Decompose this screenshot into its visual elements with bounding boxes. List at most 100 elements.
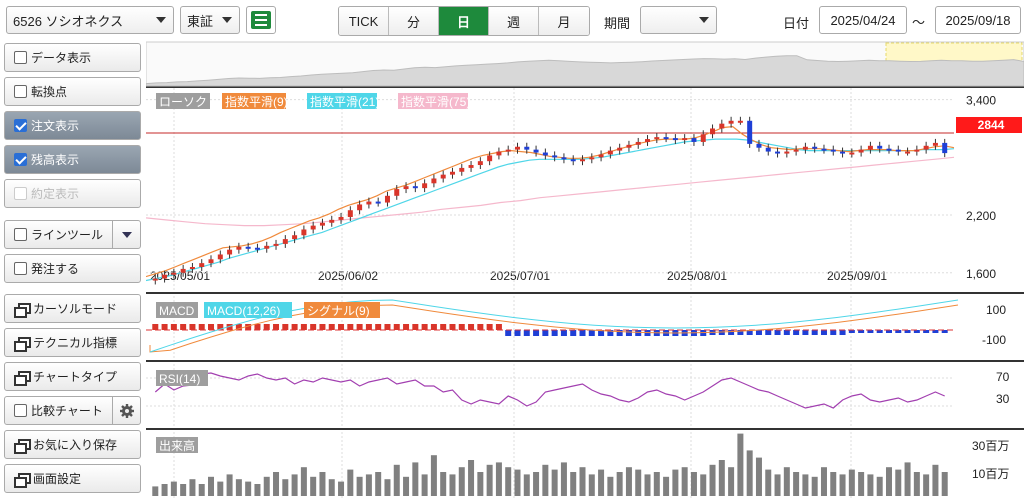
candle-body [189,266,195,269]
checkbox-icon [14,404,27,417]
sidebar-item-label: カーソルモード [33,302,118,316]
volume-bar [607,476,614,496]
sidebar-item-12[interactable]: 画面設定 [4,464,141,493]
macd-histogram-bar [542,330,549,336]
sidebar-item-9[interactable]: チャートタイプ [4,362,141,391]
candle-body [236,246,242,250]
candle-body [932,142,938,146]
sidebar-item-label: 残高表示 [31,153,80,167]
macd-histogram-bar [505,330,512,336]
list-button[interactable] [246,6,276,34]
macd-histogram-bar [338,324,345,330]
volume-bar [533,472,540,496]
candle-body [329,219,335,223]
ema-21-line [145,138,955,282]
volume-bar [468,460,475,496]
macd-histogram-bar [282,324,289,330]
rsi-axis-label: 70 [996,370,1010,384]
checkbox-icon [14,119,27,132]
candle-body [710,128,716,135]
macd-histogram-bar [923,330,930,333]
date-from-input[interactable]: 2025/04/24 [819,6,907,34]
legend-label: ローソク [159,95,207,109]
sidebar-item-3[interactable]: 残高表示 [4,145,141,174]
tab-month[interactable]: 月 [539,7,589,35]
stock-chart[interactable]: 2025/05/01 2025/06/02 2025/07/01 2025/08/01… [145,40,1024,498]
symbol-select[interactable]: 6526 ソシオネクス [6,6,174,34]
macd-histogram-bar [310,324,317,330]
tab-week[interactable]: 週 [489,7,539,35]
date-to-input[interactable]: 2025/09/18 [935,6,1021,34]
legend-label: 指数平滑(9) [225,94,288,109]
sidebar-item-10[interactable]: 比較チャート [4,396,141,425]
macd-histogram-bar [468,324,475,330]
macd-histogram-bar [820,330,827,335]
candle-body [849,152,855,155]
volume-bar [551,469,558,496]
candle-body [784,151,790,154]
macd-histogram-bar [941,330,948,333]
macd-histogram-bar [783,330,790,335]
market-select[interactable]: 東証 [180,6,240,34]
macd-histogram-bar [830,330,837,335]
candle-body [635,141,641,145]
macd-histogram-bar [421,324,428,330]
candle-body [505,149,511,152]
sidebar-item-5[interactable]: ラインツール [4,220,141,249]
period-select[interactable] [640,6,717,34]
volume-bar [793,472,800,496]
tab-minute[interactable]: 分 [389,7,439,35]
sidebar-item-label: 転換点 [31,85,68,99]
volume-bar [885,467,892,496]
sidebar-item-2[interactable]: 注文表示 [4,111,141,140]
volume-bar [291,474,298,496]
volume-bar [375,472,382,496]
macd-histogram-bar [226,324,233,330]
candle-body [487,155,493,162]
sidebar-item-7[interactable]: カーソルモード [4,294,141,323]
candle-body [737,120,743,123]
gear-icon[interactable] [112,397,140,424]
volume-bar [235,479,242,496]
macd-histogram-bar [737,330,744,335]
candle-body [840,151,846,154]
window-icon [14,336,31,352]
macd-histogram-bar [300,324,307,330]
candle-body [654,137,660,140]
sidebar-item-8[interactable]: テクニカル指標 [4,328,141,357]
window-icon [14,472,31,488]
macd-histogram-bar [198,324,205,330]
volume-bar [245,481,252,496]
macd-histogram-bar [858,330,865,333]
volume-bar [319,472,326,496]
sidebar-item-6[interactable]: 発注する [4,254,141,283]
symbol-value: 6526 ソシオネクス [13,13,124,29]
macd-histogram-bar [802,330,809,335]
macd-histogram-bar [625,330,632,336]
sidebar-item-0[interactable]: データ表示 [4,43,141,72]
macd-histogram-bar [533,330,540,336]
market-value: 東証 [187,13,214,29]
candle-body [700,134,706,142]
volume-bar [923,474,930,496]
volume-bar [858,472,865,496]
chevron-down-icon[interactable] [112,221,140,248]
legend-chip [156,302,198,318]
candle-body [552,155,558,158]
volume-bar [300,467,307,496]
tab-tick[interactable]: TICK [339,7,389,35]
sidebar-item-1[interactable]: 転換点 [4,77,141,106]
tab-day[interactable]: 日 [439,7,489,35]
sidebar-item-label: ラインツール [31,228,104,242]
candle-body [357,204,363,211]
macd-histogram-bar [523,330,530,336]
macd-histogram-bar [551,330,558,336]
sidebar-item-11[interactable]: お気に入り保存 [4,430,141,459]
macd-histogram-bar [263,324,270,330]
volume-bar [263,476,270,496]
chart-area[interactable]: 2025/05/01 2025/06/02 2025/07/01 2025/08/01… [145,40,1024,498]
candle-body [682,138,688,141]
date-label: 日付 [783,16,810,31]
candle-body [626,144,632,148]
volume-bar [718,460,725,496]
